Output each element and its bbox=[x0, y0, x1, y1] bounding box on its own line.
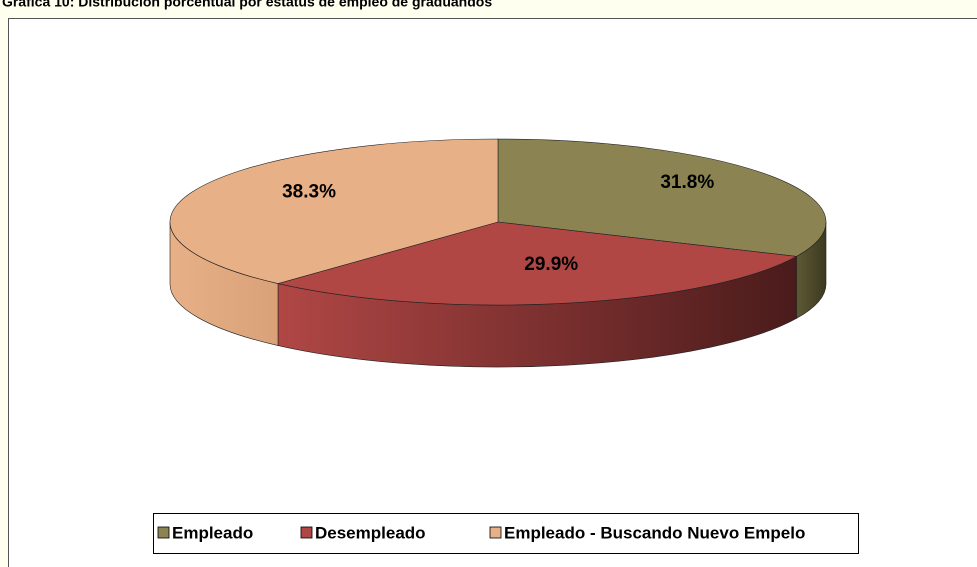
legend-box bbox=[153, 513, 859, 554]
data-label: 29.9% bbox=[524, 254, 578, 275]
pie-slice bbox=[277, 221, 798, 306]
data-label: 31.8% bbox=[660, 172, 714, 193]
legend-label: Empleado - Buscando Nuevo Empelo bbox=[504, 523, 805, 542]
legend: Empleado Desempleado Empleado - Buscando N… bbox=[157, 523, 805, 542]
data-label: 38.3% bbox=[282, 182, 336, 203]
legend-swatch bbox=[157, 526, 170, 539]
legend-label: Desempleado bbox=[315, 523, 426, 542]
data-labels: 31.8% 29.9% 38.3% bbox=[282, 172, 714, 275]
pie-tops bbox=[169, 138, 827, 306]
chart-title: Gráfica 10: Distribución porcentual por … bbox=[2, 0, 492, 10]
legend-label: Empleado bbox=[172, 523, 253, 542]
pie-slice bbox=[497, 138, 827, 257]
pie-slice bbox=[169, 138, 499, 284]
legend-swatch bbox=[300, 526, 313, 539]
legend-swatch bbox=[489, 526, 502, 539]
